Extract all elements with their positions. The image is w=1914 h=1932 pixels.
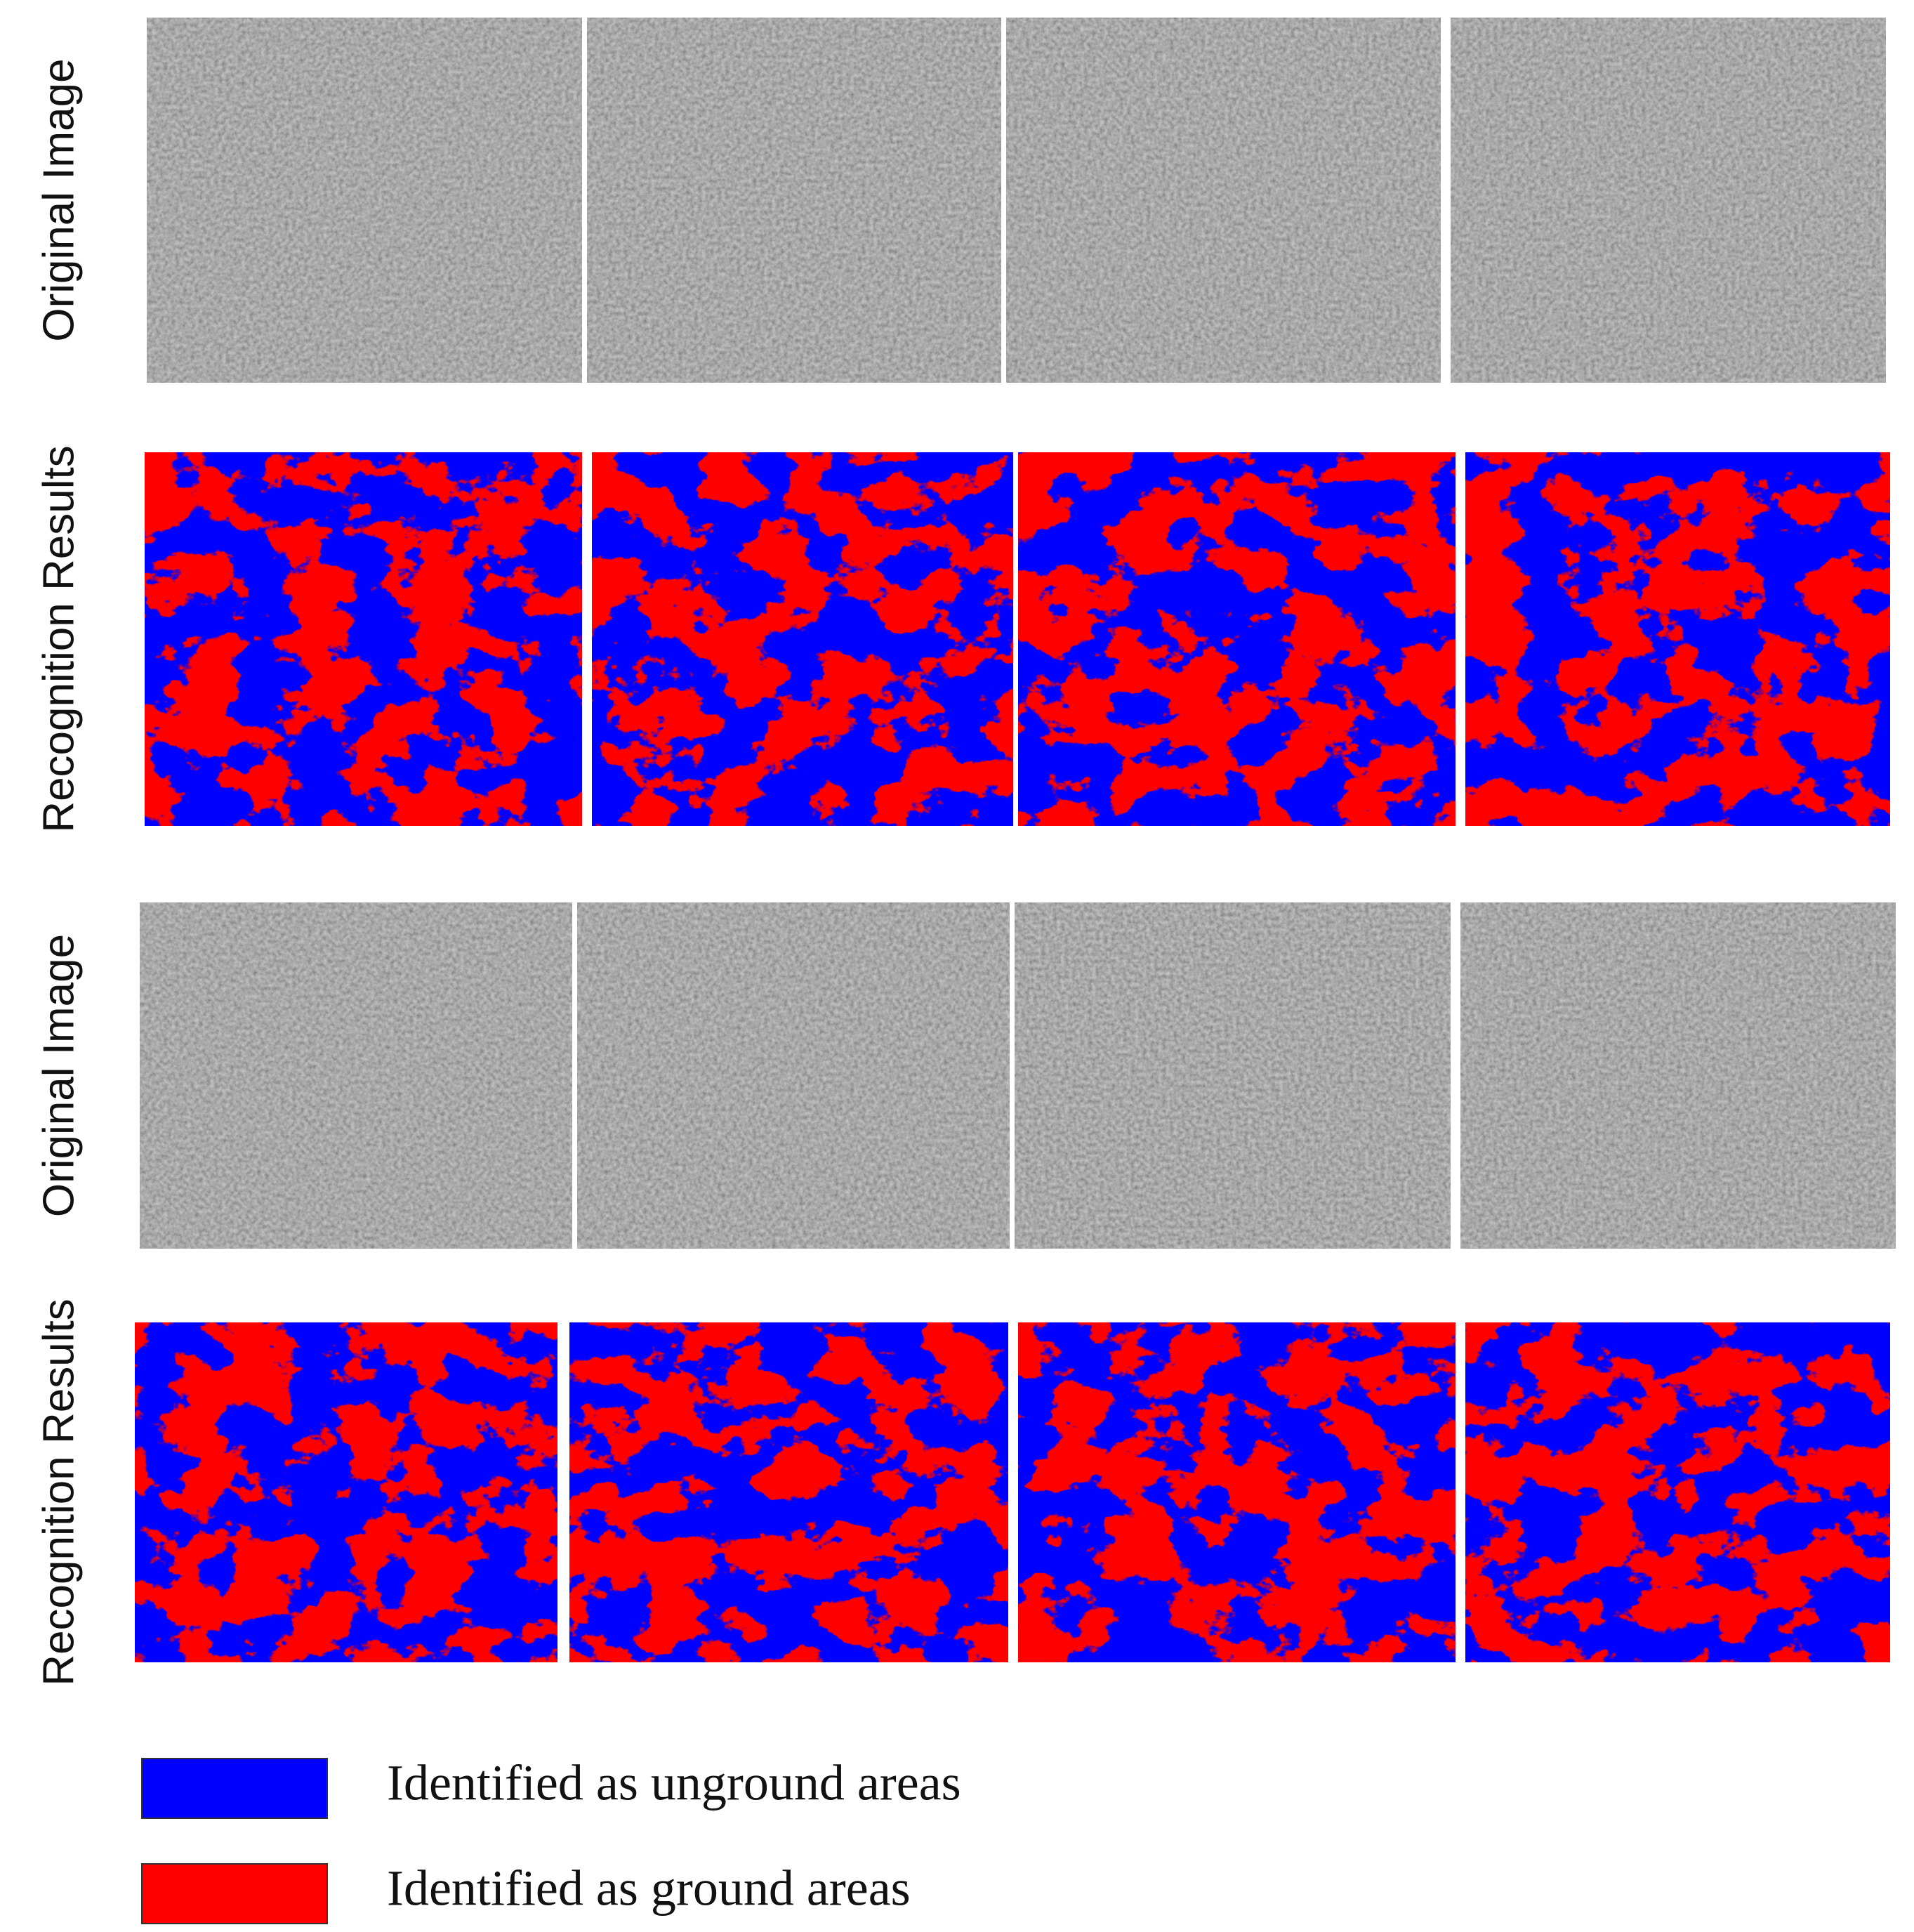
texture xyxy=(1451,18,1886,383)
ground-area xyxy=(1465,452,1890,826)
texture xyxy=(147,18,582,383)
ground-area xyxy=(592,452,1013,826)
row-label: Original Image xyxy=(34,58,83,341)
texture xyxy=(587,18,1001,383)
result-panel xyxy=(1018,452,1456,826)
legend-swatch xyxy=(141,1863,328,1924)
image-panel xyxy=(1015,902,1451,1249)
result-panel xyxy=(569,1322,1008,1662)
image-panel xyxy=(577,902,1010,1249)
row-label: Original Image xyxy=(34,934,83,1217)
texture xyxy=(1460,902,1896,1249)
legend-label: Identified as ground areas xyxy=(387,1860,911,1917)
image-panel xyxy=(140,902,572,1249)
texture xyxy=(140,902,572,1249)
legend-label: Identified as unground areas xyxy=(387,1755,961,1811)
ground-area xyxy=(135,1322,557,1662)
row-label: Recognition Results xyxy=(34,445,83,832)
panels xyxy=(135,18,1896,1662)
texture xyxy=(577,902,1010,1249)
row-labels: Original Image Recognition Results Origina… xyxy=(34,58,83,1685)
image-panel xyxy=(587,18,1001,383)
ground-area xyxy=(1018,452,1456,826)
image-panel xyxy=(147,18,582,383)
ground-area xyxy=(1018,1322,1456,1662)
result-panel xyxy=(1018,1322,1456,1662)
result-panel xyxy=(145,452,582,826)
result-panel xyxy=(1465,452,1890,826)
ground-area xyxy=(145,452,582,826)
row-label: Recognition Results xyxy=(34,1299,83,1685)
image-panel xyxy=(1451,18,1886,383)
legend-swatch xyxy=(141,1758,328,1819)
ground-area xyxy=(1465,1322,1890,1662)
result-panel xyxy=(592,452,1013,826)
ground-area xyxy=(569,1322,1008,1662)
result-panel xyxy=(135,1322,557,1662)
image-panel xyxy=(1006,18,1441,383)
result-panel xyxy=(1465,1322,1890,1662)
texture xyxy=(1006,18,1441,383)
image-panel xyxy=(1460,902,1896,1249)
legend: Identified as unground areas Identified … xyxy=(141,1755,961,1924)
texture xyxy=(1015,902,1451,1249)
